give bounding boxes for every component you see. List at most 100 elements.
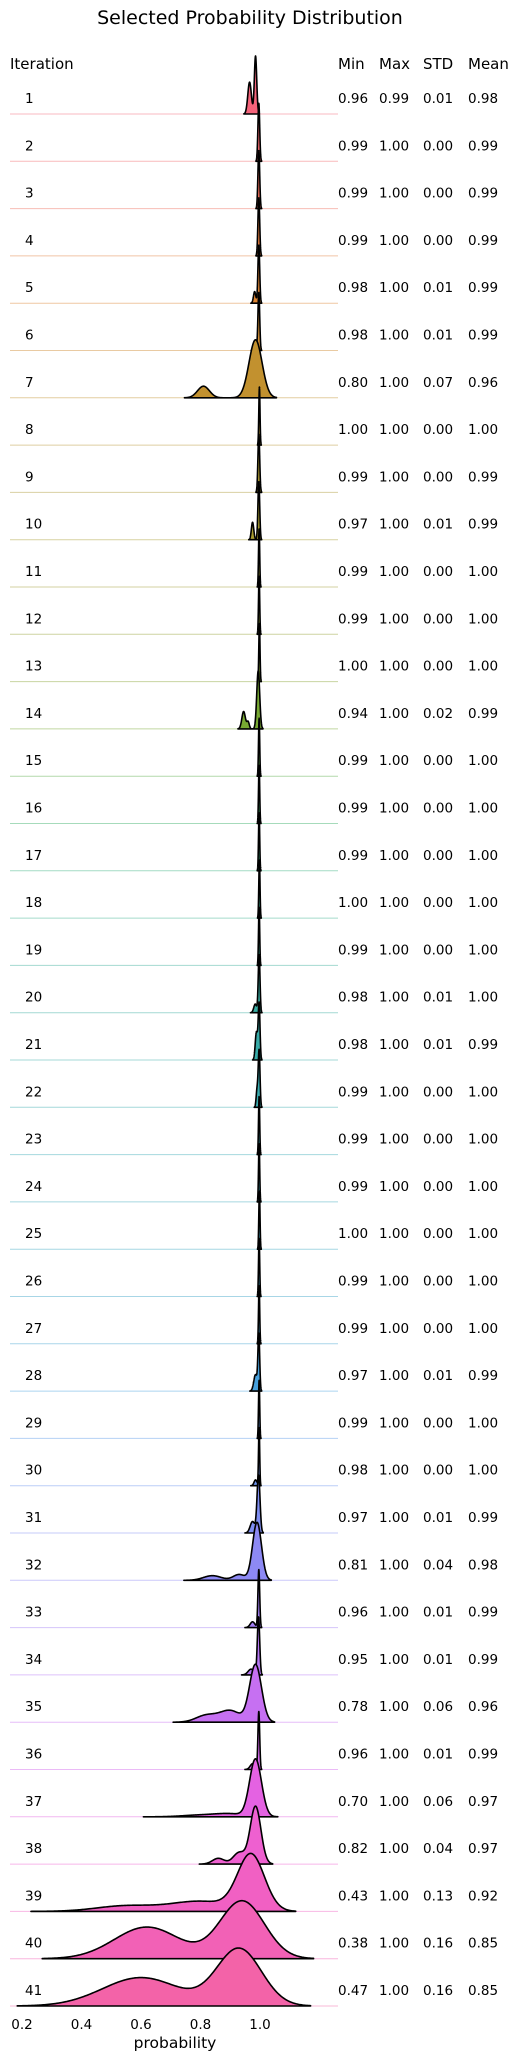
stat-mean: 1.00: [468, 659, 498, 675]
stat-min: 0.97: [338, 1368, 368, 1384]
stat-std: 0.00: [423, 659, 453, 675]
stat-mean: 0.99: [468, 233, 498, 249]
ridge-row: 28 0.97 1.00 0.01 0.99: [10, 1332, 498, 1392]
stat-min: 0.98: [338, 1037, 368, 1053]
stat-min: 0.99: [338, 469, 368, 485]
stat-mean: 1.00: [468, 801, 498, 817]
x-tick-label: 0.4: [71, 2017, 92, 2033]
stat-mean: 1.00: [468, 753, 498, 769]
iteration-label: 4: [25, 233, 34, 249]
stat-min: 0.70: [338, 1794, 368, 1810]
ridge-row: 37 0.70 1.00 0.06 0.97: [10, 1758, 498, 1818]
stat-mean: 1.00: [468, 564, 498, 580]
stat-mean: 1.00: [468, 895, 498, 911]
stat-min: 0.99: [338, 1132, 368, 1148]
stat-std: 0.07: [423, 375, 453, 391]
iteration-label: 10: [25, 517, 42, 533]
ridge-row: 10 0.97 1.00 0.01 0.99: [10, 480, 498, 541]
ridge-row: 24 0.99 1.00 0.00 1.00: [10, 1143, 498, 1203]
iteration-label: 28: [25, 1368, 42, 1384]
stat-max: 1.00: [379, 1226, 409, 1242]
stat-std: 0.13: [423, 1888, 453, 1904]
ridge-density: [255, 433, 263, 494]
ridge-density: [256, 528, 262, 588]
stat-max: 1.00: [379, 611, 409, 627]
ridge-row: 14 0.94 1.00 0.02 0.99: [10, 670, 498, 730]
iteration-label: 14: [25, 706, 42, 722]
stat-min: 0.99: [338, 942, 368, 958]
iteration-label: 21: [25, 1037, 42, 1053]
ridge-density: [249, 953, 263, 1014]
ridge-row: 19 0.99 1.00 0.00 1.00: [10, 906, 498, 967]
stat-std: 0.01: [423, 517, 453, 533]
ridge-row: 30 0.98 1.00 0.00 1.00: [10, 1426, 498, 1487]
ridge-density: [237, 670, 264, 730]
ridge-row: 32 0.81 1.00 0.04 0.98: [10, 1521, 498, 1582]
stat-min: 0.98: [338, 1463, 368, 1479]
ridge-density: [256, 717, 262, 777]
stat-max: 1.00: [379, 138, 409, 154]
iteration-label: 1: [25, 91, 34, 107]
stat-min: 0.95: [338, 1652, 368, 1668]
stat-mean: 0.99: [468, 138, 498, 154]
stat-min: 0.99: [338, 1415, 368, 1431]
ridge-density: [183, 339, 278, 399]
stat-max: 1.00: [379, 801, 409, 817]
ridge-row: 31 0.97 1.00 0.01 0.99: [10, 1474, 498, 1534]
ridge-row: 39 0.43 1.00 0.13 0.92: [10, 1852, 498, 1913]
ridge-row: 41 0.47 1.00 0.16 0.85: [10, 1947, 498, 2007]
x-axis: 0.2 0.4 0.6 0.8 1.0: [11, 2017, 270, 2033]
stat-max: 1.00: [379, 1132, 409, 1148]
x-tick-label: 1.0: [249, 2017, 270, 2033]
stat-min: 0.99: [338, 1321, 368, 1337]
stat-mean: 0.85: [468, 1983, 498, 1999]
ridge-density: [41, 1899, 315, 1960]
stat-max: 1.00: [379, 1274, 409, 1290]
ridge-rows: 1 0.96 0.99 0.01 0.982 0.99 1.00 0.00 0.993 0.99 1…: [10, 55, 498, 2007]
stat-mean: 1.00: [468, 1084, 498, 1100]
iteration-label: 18: [25, 895, 42, 911]
stat-min: 0.99: [338, 753, 368, 769]
ridge-density: [255, 149, 263, 210]
stat-max: 1.00: [379, 1037, 409, 1053]
ridge-row: 2 0.99 1.00 0.00 0.99: [10, 102, 498, 163]
stat-max: 1.00: [379, 1463, 409, 1479]
stat-max: 1.00: [379, 186, 409, 202]
ridge-density: [172, 1663, 276, 1723]
iteration-header: Iteration: [10, 55, 74, 73]
stat-std: 0.00: [423, 895, 453, 911]
stat-max: 1.00: [379, 233, 409, 249]
stat-mean: 0.99: [468, 469, 498, 485]
stat-min: 0.98: [338, 990, 368, 1006]
stat-mean: 1.00: [468, 422, 498, 438]
ridge-density: [16, 1947, 312, 2007]
stat-max: 1.00: [379, 1605, 409, 1621]
stat-min: 0.38: [338, 1936, 368, 1952]
stat-max: 1.00: [379, 517, 409, 533]
stat-std: 0.00: [423, 611, 453, 627]
stat-max: 1.00: [379, 1368, 409, 1384]
stat-max: 1.00: [379, 942, 409, 958]
stat-std: 0.00: [423, 1321, 453, 1337]
iteration-label: 7: [25, 375, 34, 391]
stat-max: 1.00: [379, 280, 409, 296]
iteration-label: 32: [25, 1557, 42, 1573]
x-tick-label: 0.8: [190, 2017, 211, 2033]
iteration-label: 33: [25, 1605, 42, 1621]
ridge-density: [255, 197, 263, 257]
iteration-label: 11: [25, 564, 42, 580]
stat-std: 0.00: [423, 942, 453, 958]
stat-max: 1.00: [379, 1557, 409, 1573]
ridge-row: 7 0.80 1.00 0.07 0.96: [10, 339, 498, 399]
stat-std: 0.00: [423, 564, 453, 580]
stat-min: 0.99: [338, 233, 368, 249]
stat-min: 0.99: [338, 611, 368, 627]
ridge-density: [256, 1379, 262, 1440]
std-header: STD: [423, 55, 453, 73]
ridge-row: 27 0.99 1.00 0.00 1.00: [10, 1285, 498, 1345]
ridge-density: [255, 102, 263, 163]
stat-max: 1.00: [379, 328, 409, 344]
stat-min: 0.98: [338, 280, 368, 296]
stat-max: 0.99: [379, 91, 409, 107]
